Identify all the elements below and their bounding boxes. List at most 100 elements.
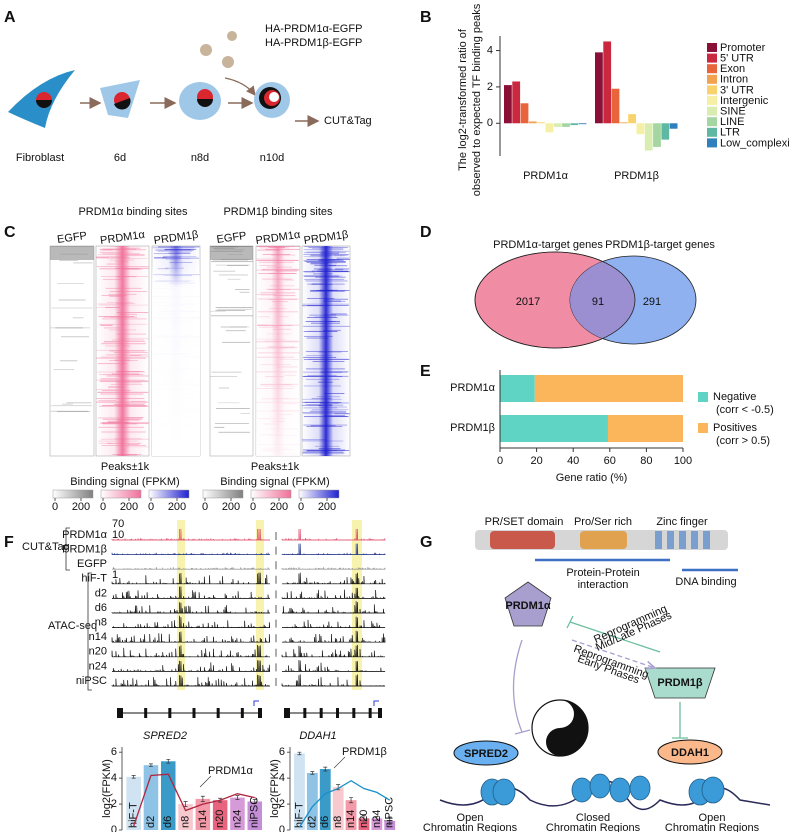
bar bbox=[247, 801, 263, 830]
exon bbox=[258, 708, 262, 718]
heatmap-row bbox=[213, 270, 236, 272]
track-signal bbox=[111, 552, 270, 555]
bar bbox=[371, 818, 383, 830]
heatmap-row bbox=[99, 249, 113, 251]
heatmap-row bbox=[98, 440, 139, 442]
heatmap-row bbox=[102, 374, 145, 375]
virus bbox=[200, 31, 237, 68]
x-tick-label: 0 bbox=[497, 455, 503, 467]
heatmap-row bbox=[73, 262, 93, 264]
error-bar bbox=[310, 771, 315, 775]
inhibition-arrow bbox=[672, 702, 688, 739]
heatmap-row bbox=[55, 327, 83, 329]
domain-label: Zinc finger bbox=[656, 516, 708, 528]
y-tick-label: 6 bbox=[111, 746, 117, 758]
heatmap-row bbox=[99, 304, 149, 306]
track-signal bbox=[281, 528, 386, 541]
venn-count: 291 bbox=[643, 296, 661, 308]
arrow bbox=[224, 77, 256, 96]
heatmap-row bbox=[323, 329, 341, 331]
heatmap-row bbox=[308, 247, 349, 248]
x-tick-label: n24 bbox=[371, 810, 383, 828]
heatmap-row bbox=[61, 336, 89, 338]
exon bbox=[287, 708, 290, 718]
y-tick-label: 0 bbox=[111, 824, 117, 832]
heatmap-row bbox=[303, 253, 350, 255]
heatmap-row bbox=[239, 291, 250, 293]
track-signal bbox=[281, 644, 386, 658]
legend-label: LTR bbox=[720, 127, 740, 139]
heatmap-row bbox=[103, 341, 121, 343]
heatmap-row bbox=[98, 374, 143, 376]
error-bar bbox=[131, 775, 136, 779]
domain bbox=[490, 531, 555, 549]
heatmap-row bbox=[101, 422, 149, 424]
heatmap-row bbox=[314, 316, 336, 318]
heatmap-row bbox=[306, 450, 329, 452]
colorbar bbox=[202, 489, 244, 499]
heatmap-row bbox=[311, 283, 333, 285]
heatmap-column-label: EGFP bbox=[216, 230, 247, 246]
heatmap-row bbox=[97, 391, 149, 393]
heatmap-row bbox=[108, 293, 137, 295]
x-tick-label: d6 bbox=[319, 816, 331, 828]
domain-label: PR/SET domain bbox=[485, 516, 564, 528]
heatmap-row bbox=[116, 312, 149, 313]
heatmap-row bbox=[303, 416, 349, 418]
exon bbox=[117, 708, 121, 718]
heatmap-row bbox=[311, 247, 344, 249]
heatmap-row bbox=[116, 303, 135, 305]
error-bar bbox=[361, 815, 366, 822]
heatmap-row bbox=[306, 355, 333, 356]
y-tick-label: 4 bbox=[487, 44, 493, 56]
heatmap-row bbox=[310, 410, 347, 412]
x-tick-label: n24 bbox=[231, 810, 243, 828]
heatmap-row bbox=[316, 290, 333, 292]
heatmap-row bbox=[317, 381, 333, 383]
bar bbox=[160, 761, 176, 830]
exon bbox=[120, 708, 123, 718]
zinc-fingers bbox=[655, 531, 710, 549]
heatmap-row bbox=[101, 445, 147, 446]
region-label: Protein-Protein bbox=[566, 567, 639, 579]
heatmap-row bbox=[59, 260, 78, 261]
x-tick-label: 60 bbox=[604, 455, 616, 467]
error-bar bbox=[374, 816, 379, 821]
track-signal bbox=[111, 644, 270, 658]
error-bar bbox=[200, 795, 205, 802]
heatmap-row bbox=[321, 371, 349, 373]
error-bar bbox=[148, 763, 153, 767]
heatmap-row bbox=[116, 382, 142, 384]
heatmap-row bbox=[99, 442, 113, 444]
heatmap-row bbox=[105, 306, 120, 308]
expression-line bbox=[133, 773, 255, 827]
x-tick-label: d6 bbox=[162, 816, 174, 828]
heatmap-row bbox=[96, 257, 109, 259]
bar bbox=[636, 123, 645, 135]
heatmap-row bbox=[114, 359, 131, 361]
heatmap-row bbox=[126, 417, 144, 418]
line-label: PRDM1α bbox=[208, 765, 254, 777]
heatmap-row bbox=[305, 280, 348, 282]
heatmap-row bbox=[102, 423, 137, 425]
nucleus bbox=[197, 99, 213, 107]
chromatin-label: Chromatin Regions bbox=[546, 822, 641, 832]
heatmap-row bbox=[98, 316, 135, 317]
protein-label: PRDM1α bbox=[505, 600, 551, 612]
heatmap-row bbox=[218, 402, 240, 404]
heatmap-row bbox=[110, 316, 137, 318]
heatmap-row bbox=[110, 256, 130, 258]
y-tick-label: 2 bbox=[487, 81, 493, 93]
bar bbox=[332, 787, 344, 830]
heatmap-row bbox=[102, 390, 131, 392]
heatmap-row bbox=[50, 327, 90, 329]
heatmap-fade bbox=[256, 246, 300, 456]
schematic-a bbox=[8, 31, 320, 128]
heatmap-row bbox=[51, 405, 92, 407]
heatmap-row bbox=[210, 315, 253, 317]
heatmap-row bbox=[100, 393, 144, 395]
heatmap-row bbox=[116, 333, 146, 335]
heatmap-row bbox=[312, 361, 345, 362]
bar bbox=[628, 114, 636, 124]
panel-label: G bbox=[420, 534, 432, 551]
